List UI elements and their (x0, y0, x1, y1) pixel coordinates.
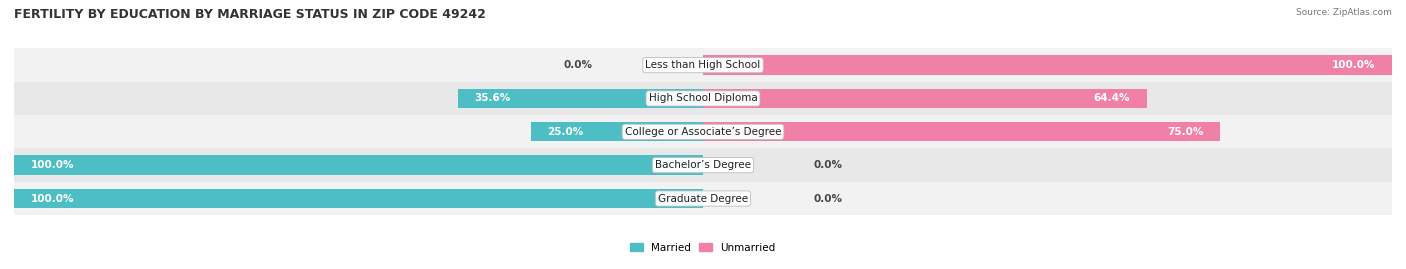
Text: 35.6%: 35.6% (474, 93, 510, 104)
Text: Less than High School: Less than High School (645, 60, 761, 70)
Text: Bachelor’s Degree: Bachelor’s Degree (655, 160, 751, 170)
Bar (703, 55, 1392, 75)
Text: 100.0%: 100.0% (1331, 60, 1375, 70)
Bar (14, 82, 1392, 115)
Bar (14, 48, 1392, 82)
Legend: Married, Unmarried: Married, Unmarried (626, 238, 780, 257)
Text: Graduate Degree: Graduate Degree (658, 193, 748, 204)
Text: 100.0%: 100.0% (31, 160, 75, 170)
Bar (14, 155, 703, 175)
Bar (458, 89, 703, 108)
Text: 64.4%: 64.4% (1094, 93, 1130, 104)
Bar (703, 89, 1147, 108)
Bar (14, 189, 703, 208)
Text: 100.0%: 100.0% (31, 193, 75, 204)
Text: 0.0%: 0.0% (813, 193, 842, 204)
Bar (531, 122, 703, 141)
Text: 0.0%: 0.0% (564, 60, 593, 70)
Text: Source: ZipAtlas.com: Source: ZipAtlas.com (1296, 8, 1392, 17)
Text: College or Associate’s Degree: College or Associate’s Degree (624, 127, 782, 137)
Bar (703, 122, 1219, 141)
Bar (14, 148, 1392, 182)
Text: 0.0%: 0.0% (813, 160, 842, 170)
Text: FERTILITY BY EDUCATION BY MARRIAGE STATUS IN ZIP CODE 49242: FERTILITY BY EDUCATION BY MARRIAGE STATU… (14, 8, 486, 21)
Text: 75.0%: 75.0% (1167, 127, 1204, 137)
Bar (14, 182, 1392, 215)
Text: High School Diploma: High School Diploma (648, 93, 758, 104)
Bar (14, 115, 1392, 148)
Text: 25.0%: 25.0% (547, 127, 583, 137)
